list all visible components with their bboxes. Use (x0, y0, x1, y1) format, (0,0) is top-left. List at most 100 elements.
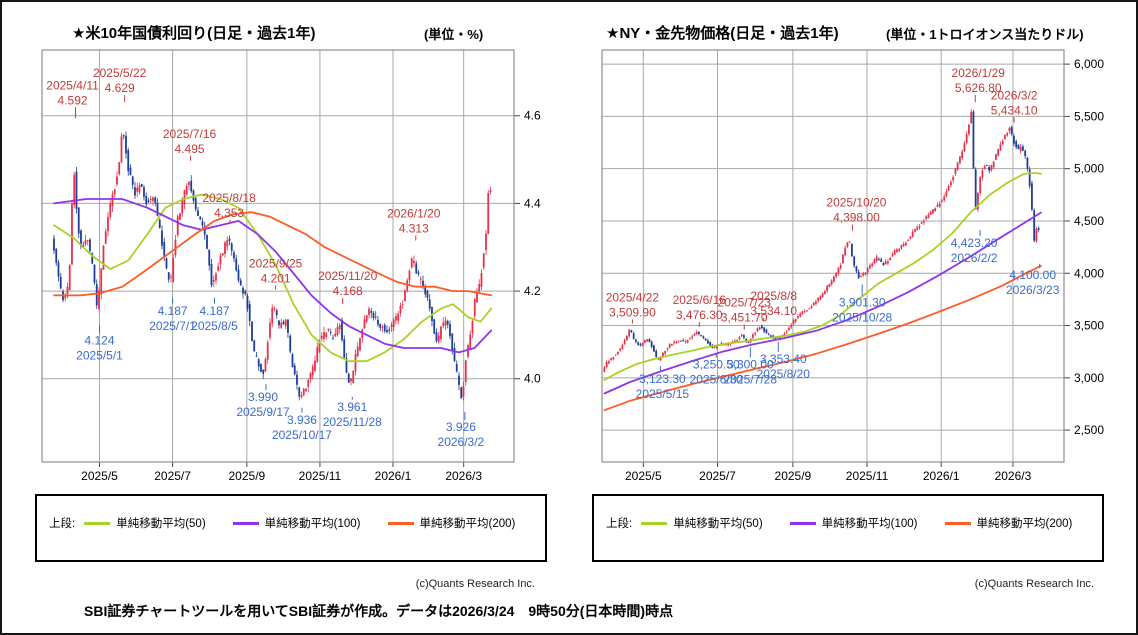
annotation-low: 2025/9/17 (236, 405, 290, 419)
annotation-low: 2025/10/17 (272, 428, 332, 442)
ma-line (53, 193, 493, 363)
y-axis-tick-label: 2,500 (1074, 423, 1104, 437)
annotation-low: 2025/5/1 (76, 348, 123, 362)
x-axis-tick-label: 2026/1 (923, 469, 960, 483)
copyright-gold: (c)Quants Research Inc. (974, 578, 1094, 590)
annotation-low: 3.961 (337, 400, 367, 414)
x-axis-tick-label: 2025/9 (775, 469, 812, 483)
annotation-high: 5,626.80 (955, 81, 1002, 95)
annotation-low: 2025/5/15 (636, 387, 690, 401)
x-axis-tick-label: 2026/3 (995, 469, 1032, 483)
annotation-high: 2025/8/8 (750, 289, 797, 303)
ma-line (53, 211, 493, 297)
annotation-high: 3,534.10 (750, 304, 797, 318)
ma-line (603, 264, 1042, 412)
annotation-high: 4.168 (333, 284, 363, 298)
annotation-low: 2025/6/30 (690, 373, 744, 387)
annotation-high: 4.313 (399, 222, 429, 236)
chart-unit-gold: (単位・1トロイオンス当たりドル) (886, 27, 1084, 42)
annotation-low: 2026/3/23 (1006, 283, 1060, 297)
legend-label: 単純移動平均(200) (419, 518, 516, 530)
ma-line-swatch-icon (387, 521, 414, 525)
annotation-low: 4,100.00 (1009, 268, 1056, 282)
y-axis-tick-label: 4,000 (1074, 266, 1104, 280)
y-axis-tick-label: 4.0 (524, 372, 541, 386)
chart-title-us10y: ★米10年国債利回り(日足・過去1年) (72, 25, 316, 42)
y-axis-tick-label: 4.4 (524, 196, 541, 210)
annotation-low: 3.926 (446, 420, 476, 434)
legend-item: 単純移動平均(100) (232, 515, 361, 531)
legend-box-gold: 上段: 単純移動平均(50) 単純移動平均(100) 単純移動平均(200) (592, 494, 1104, 562)
annotation-high: 2025/11/20 (318, 269, 377, 283)
annotation-high: 3,451.70 (721, 311, 768, 325)
annotation-high: 2025/7/23 (718, 296, 772, 310)
annotation-low: 2025/10/28 (832, 311, 892, 325)
ma-line (603, 171, 1042, 381)
chart-ny-gold-futures: 2025/5 2025/7 2025/9 2025/11 2026/1 2026/3 6,0… (601, 49, 1104, 483)
annotation-low: 2025/7/28 (724, 372, 778, 386)
x-axis-tick-label: 2025/9 (229, 469, 266, 483)
annotation-high: 2025/5/22 (93, 66, 147, 80)
annotation-high: 3,476.30 (676, 308, 723, 322)
x-axis-tick-label: 2026/1 (375, 469, 412, 483)
legend-item: 単純移動平均(50) (641, 515, 763, 531)
annotation-high: 2026/1/20 (387, 207, 441, 221)
legend-prefix: 上段: (49, 518, 76, 530)
copyright-us10y: (c)Quants Research Inc. (415, 578, 535, 590)
annotation-low: 2025/7/1 (149, 319, 196, 333)
candlestick-series (603, 109, 1040, 373)
annotation-high: 2025/9/25 (249, 257, 303, 271)
annotation-high: 2025/7/16 (163, 127, 217, 141)
y-axis-tick-label: 6,000 (1074, 57, 1104, 71)
legend-label: 単純移動平均(200) (976, 518, 1073, 530)
grid-and-axes: 2025/5 2025/7 2025/9 2025/11 2026/1 2026/3 4.6… (41, 49, 541, 483)
ma-line-swatch-icon (232, 521, 259, 525)
ma-line (53, 198, 493, 354)
annotation-high: 2025/4/11 (46, 78, 99, 92)
footer-note: SBI証券チャートツールを用いてSBI証券が作成。データは2026/3/24 9… (84, 603, 674, 619)
chart-us10y-yield: 2025/5 2025/7 2025/9 2025/11 2026/1 2026/3 4.6… (41, 49, 541, 483)
annotation-low: 2025/8/5 (191, 319, 238, 333)
price-annotations: 2025/4/223,509.902025/6/163,476.302025/7… (606, 66, 1060, 401)
y-axis-tick-label: 4.6 (524, 109, 541, 123)
legend-label: 単純移動平均(50) (116, 518, 206, 530)
annotation-high: 4.629 (105, 81, 135, 95)
annotation-low: 4.187 (199, 304, 229, 318)
y-axis-tick-label: 5,500 (1074, 109, 1104, 123)
x-axis-tick-label: 2025/11 (299, 469, 342, 483)
annotation-low: 2025/11/28 (323, 415, 382, 429)
annotation-low: 3,901.30 (839, 296, 886, 310)
y-axis-tick-label: 4,500 (1074, 214, 1104, 228)
annotation-high: 2025/10/20 (826, 196, 886, 210)
grid-and-axes: 2025/5 2025/7 2025/9 2025/11 2026/1 2026/3 6,0… (601, 49, 1104, 483)
annotation-low: 3,250.50 (693, 358, 740, 372)
annotation-high: 4,398.00 (833, 211, 880, 225)
y-axis-tick-label: 4.2 (524, 284, 541, 298)
annotation-high: 4.592 (58, 93, 88, 107)
legend-item: 単純移動平均(100) (789, 515, 918, 531)
annotation-low: 3,300.00 (727, 357, 774, 371)
annotation-low: 4.187 (158, 304, 188, 318)
ma-line-swatch-icon (944, 521, 971, 525)
legend-label: 単純移動平均(50) (673, 518, 763, 530)
chart-unit-us10y: (単位・%) (424, 27, 484, 42)
moving-average-lines (53, 193, 493, 363)
annotation-low: 3,123.30 (639, 372, 686, 386)
chart-title-gold: ★NY・金先物価格(日足・過去1年) (606, 25, 839, 42)
annotation-high: 2025/8/18 (202, 191, 256, 205)
legend-item: 単純移動平均(50) (84, 515, 206, 531)
annotation-high: 4.353 (214, 206, 244, 220)
x-axis-tick-label: 2025/5 (81, 469, 118, 483)
price-annotations: 2025/4/114.592 2025/5/224.629 2025/7/164.4… (46, 66, 484, 449)
ma-line-swatch-icon (789, 521, 816, 525)
annotation-low: 4,423.20 (951, 236, 998, 250)
ma-line-swatch-icon (84, 521, 111, 525)
x-axis-tick-label: 2025/5 (625, 469, 662, 483)
legend-box-us10y: 上段: 単純移動平均(50) 単純移動平均(100) 単純移動平均(200) (35, 494, 547, 562)
y-axis-tick-label: 5,000 (1074, 162, 1104, 176)
moving-average-lines (603, 171, 1042, 412)
y-axis-tick-label: 3,500 (1074, 319, 1104, 333)
annotation-high: 2026/1/29 (952, 66, 1006, 80)
